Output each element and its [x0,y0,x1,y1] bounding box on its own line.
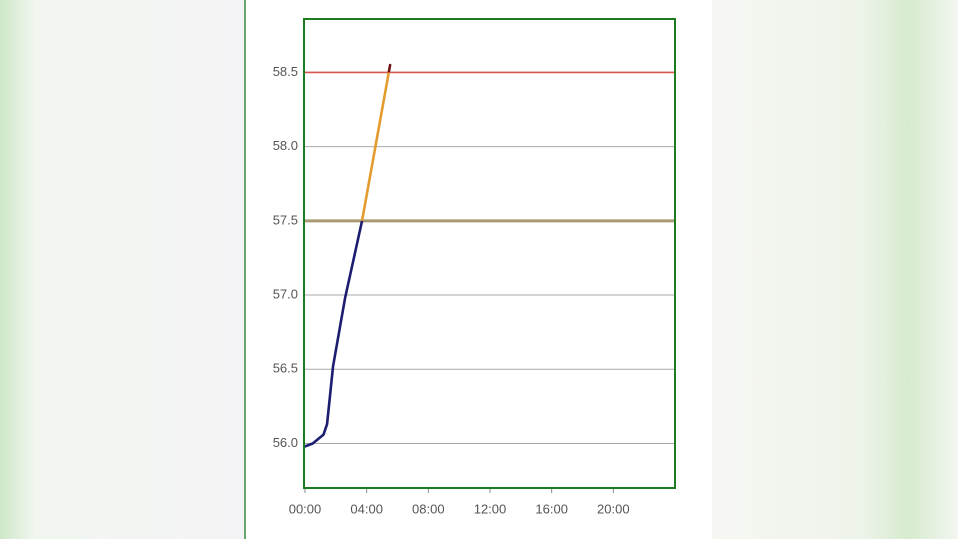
y-tick-label: 58.5 [273,64,298,79]
y-tick-label: 57.5 [273,212,298,227]
y-tick-label: 56.0 [273,435,298,450]
x-tick-label: 16:00 [535,501,568,516]
chart-panel [245,0,712,539]
x-tick-label: 20:00 [597,501,630,516]
x-tick-label: 00:00 [289,501,322,516]
blurred-background-left [0,0,245,539]
data-line [303,220,364,448]
blurred-background-right [712,0,958,539]
plot: 56.0 56.5 57.0 57.5 58.0 58.5 00:00 04:00 08:00 1… [273,63,675,516]
y-tick-label: 57.0 [273,286,298,301]
plot-border [303,18,676,489]
data-line [360,72,391,221]
y-tick-label: 58.0 [273,138,298,153]
x-tick-label: 12:00 [474,501,507,516]
y-tick-label: 56.5 [273,361,298,376]
x-tick-label: 08:00 [412,501,445,516]
x-tick-label: 04:00 [350,501,383,516]
